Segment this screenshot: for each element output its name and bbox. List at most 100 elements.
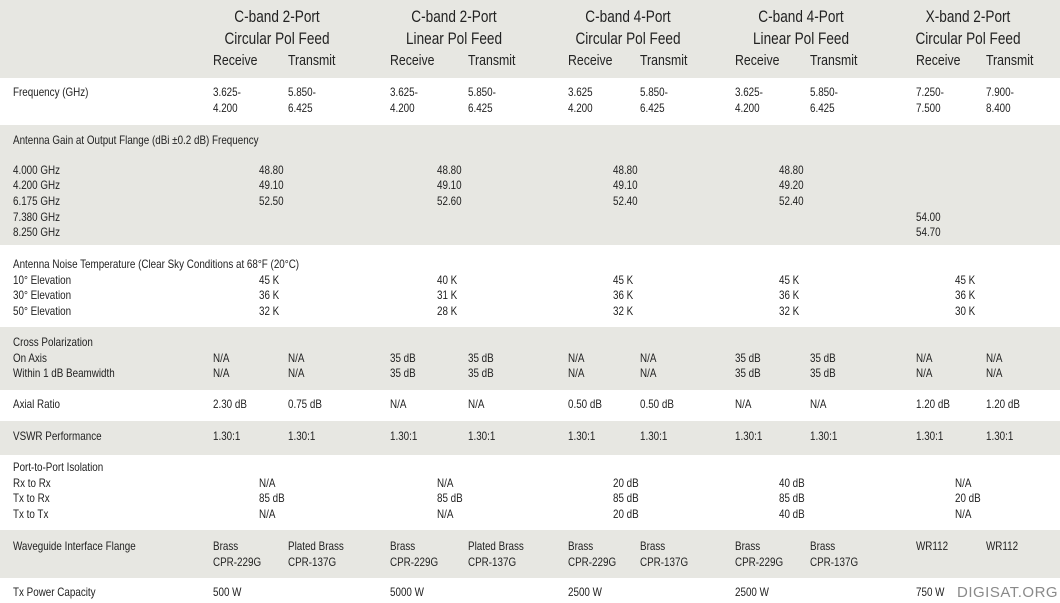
value: 48.80 [613,163,638,177]
value: 36 K [613,288,634,302]
receive-value: N/A [213,351,230,365]
value: 49.10 [613,178,638,192]
value: 40 K [437,273,458,287]
value: N/A [437,476,454,490]
row-label: 6.175 GHz [13,194,61,208]
row-label: On Axis [13,351,47,365]
row-band [0,530,1060,578]
column-band: C-band 2-Port [234,7,320,26]
value: 49.10 [259,178,284,192]
value: 85 dB [613,491,639,505]
row-band [0,78,1060,125]
value: N/A [955,476,972,490]
value: 36 K [779,288,800,302]
receive-value: N/A [916,351,933,365]
transmit-value: 5.850- 6.425 [468,85,496,115]
row-label: Within 1 dB Beamwidth [13,366,115,380]
receive-value: Brass CPR-229G [735,539,784,569]
section-title: Antenna Noise Temperature (Clear Sky Con… [13,257,300,271]
row-label: 7.380 GHz [13,210,61,224]
value: N/A [955,507,972,521]
value: 20 dB [955,491,981,505]
column-band: X-band 2-Port [925,7,1011,26]
value: 85 dB [779,491,805,505]
value: 48.80 [437,163,462,177]
transmit-value: 35 dB [468,351,494,365]
receive-value: N/A [916,366,933,380]
receive-value: 1.20 dB [916,397,950,411]
transmit-value: N/A [468,397,485,411]
value: 28 K [437,304,458,318]
value: 32 K [259,304,280,318]
value: 52.50 [259,194,284,208]
receive-value: 3.625- 4.200 [735,85,763,115]
value: 32 K [613,304,634,318]
receive-value: 7.250- 7.500 [916,85,944,115]
transmit-value: 5.850- 6.425 [640,85,668,115]
value: 40 dB [779,476,805,490]
value: 30 K [955,304,976,318]
section-title: Port-to-Port Isolation [13,460,104,474]
receive-value: 3.625- 4.200 [390,85,418,115]
value: 31 K [437,288,458,302]
receive-value: N/A [390,397,407,411]
row-label: Axial Ratio [13,397,61,411]
transmit-value: N/A [288,351,305,365]
value: 36 K [259,288,280,302]
receive-header: Receive [213,52,258,69]
transmit-value: 1.30:1 [986,429,1014,443]
column-feed: Linear Pol Feed [752,29,850,48]
transmit-value: N/A [640,351,657,365]
row-band [0,390,1060,421]
value: N/A [259,476,276,490]
receive-value: 3.625 4.200 [568,85,593,115]
row-label: Tx Power Capacity [13,585,96,599]
value: 52.40 [613,194,638,208]
value: N/A [259,507,276,521]
receive-value: 35 dB [735,351,761,365]
row-label: Tx to Tx [13,507,49,521]
row-label: 10° Elevation [13,273,72,287]
transmit-value: 1.30:1 [640,429,668,443]
receive-value: 35 dB [390,366,416,380]
receive-value: 1.30:1 [213,429,241,443]
value: 45 K [779,273,800,287]
transmit-value: 1.30:1 [468,429,496,443]
transmit-value: 0.50 dB [640,397,674,411]
value: 54.00 [916,210,941,224]
row-band [0,578,1060,603]
receive-value: 2.30 dB [213,397,247,411]
transmit-value: 1.20 dB [986,397,1020,411]
row-label: Frequency (GHz) [13,85,89,99]
value: 48.80 [259,163,284,177]
value: 85 dB [437,491,463,505]
receive-value: 1.30:1 [390,429,418,443]
row-label: 50° Elevation [13,304,72,318]
row-label: 4.200 GHz [13,178,61,192]
value: 45 K [613,273,634,287]
receive-value: 1.30:1 [568,429,596,443]
transmit-value: N/A [640,366,657,380]
row-label: VSWR Performance [13,429,102,443]
receive-header: Receive [568,52,613,69]
transmit-value: 7.900- 8.400 [986,85,1014,115]
receive-value: N/A [568,351,585,365]
transmit-value: 5.850- 6.425 [288,85,316,115]
column-feed: Circular Pol Feed [915,29,1021,48]
transmit-value: Brass CPR-137G [810,539,859,569]
row-label: 4.000 GHz [13,163,61,177]
transmit-header: Transmit [810,52,858,69]
watermark: DIGISAT.ORG [957,584,1059,601]
transmit-header: Transmit [288,52,336,69]
value: 36 K [955,288,976,302]
transmit-value: N/A [986,366,1003,380]
value: 45 K [955,273,976,287]
row-band [0,455,1060,530]
receive-value: Brass CPR-229G [213,539,262,569]
transmit-value: 5.850- 6.425 [810,85,838,115]
receive-value: 1.30:1 [735,429,763,443]
value: N/A [437,507,454,521]
receive-value: N/A [568,366,585,380]
transmit-value: 1.30:1 [288,429,316,443]
